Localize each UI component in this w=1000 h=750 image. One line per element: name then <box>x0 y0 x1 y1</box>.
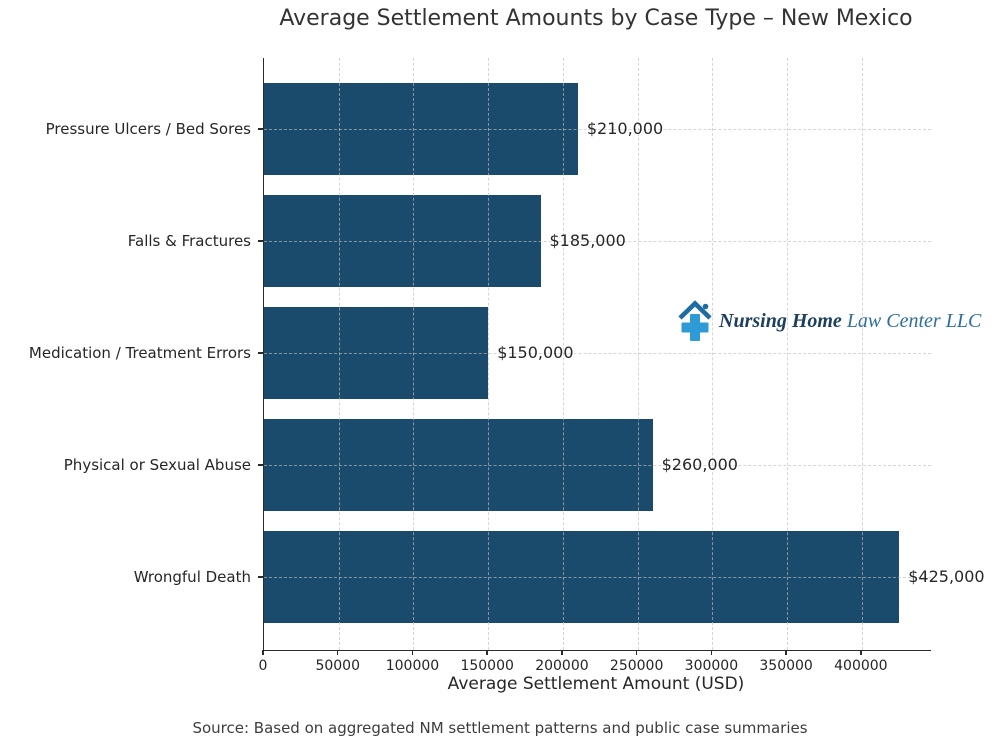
x-tick-label: 100000 <box>385 658 440 674</box>
bar-4 <box>264 419 653 511</box>
brand-name: Nursing Home Law Center LLC <box>719 310 981 333</box>
x-tick-label: 150000 <box>460 658 514 674</box>
y-tick-mark <box>258 240 263 242</box>
category-label: Medication / Treatment Errors <box>28 344 251 362</box>
x-tick-label: 350000 <box>759 658 813 674</box>
category-label: Wrongful Death <box>133 568 251 586</box>
plot-area <box>263 58 931 651</box>
value-label: $185,000 <box>549 231 626 250</box>
x-axis-label: Average Settlement Amount (USD) <box>447 674 745 694</box>
x-tick-mark <box>860 650 862 655</box>
x-tick-label: 50000 <box>315 658 360 674</box>
value-label: $210,000 <box>586 119 664 138</box>
x-tick-label: 400000 <box>834 658 888 674</box>
x-tick-mark <box>561 650 563 655</box>
x-tick-mark <box>486 650 488 655</box>
source-note: Source: Based on aggregated NM settlemen… <box>192 719 808 737</box>
category-label: Physical or Sexual Abuse <box>63 456 251 474</box>
x-tick-label: 200000 <box>535 658 589 674</box>
y-tick-mark <box>258 464 263 466</box>
brand-name-bold: Nursing Home <box>719 309 842 332</box>
x-tick-label: 0 <box>258 658 268 674</box>
value-label: $150,000 <box>497 343 574 362</box>
category-label: Pressure Ulcers / Bed Sores <box>45 120 251 138</box>
chart-title: Average Settlement Amounts by Case Type … <box>279 6 913 31</box>
house-cross-icon <box>678 300 712 341</box>
bar-1 <box>264 83 578 175</box>
bar-3 <box>264 307 489 399</box>
brand-logo: Nursing Home Law Center LLC <box>677 299 981 343</box>
y-tick-mark <box>258 128 263 130</box>
y-tick-mark <box>258 576 263 578</box>
bar-5 <box>264 531 900 623</box>
value-label: $425,000 <box>908 567 985 586</box>
x-tick-label: 300000 <box>684 658 739 674</box>
bar-2 <box>264 195 541 287</box>
x-tick-mark <box>336 650 339 655</box>
category-label: Falls & Fractures <box>127 232 251 250</box>
value-label: $260,000 <box>661 455 738 474</box>
x-tick-mark <box>710 650 713 655</box>
x-tick-mark <box>785 650 787 655</box>
x-tick-mark <box>411 650 414 655</box>
y-tick-mark <box>258 352 263 354</box>
x-tick-mark <box>262 650 264 655</box>
brand-name-regular: Law Center LLC <box>846 309 982 332</box>
x-tick-mark <box>635 650 638 655</box>
x-tick-label: 250000 <box>609 658 664 674</box>
